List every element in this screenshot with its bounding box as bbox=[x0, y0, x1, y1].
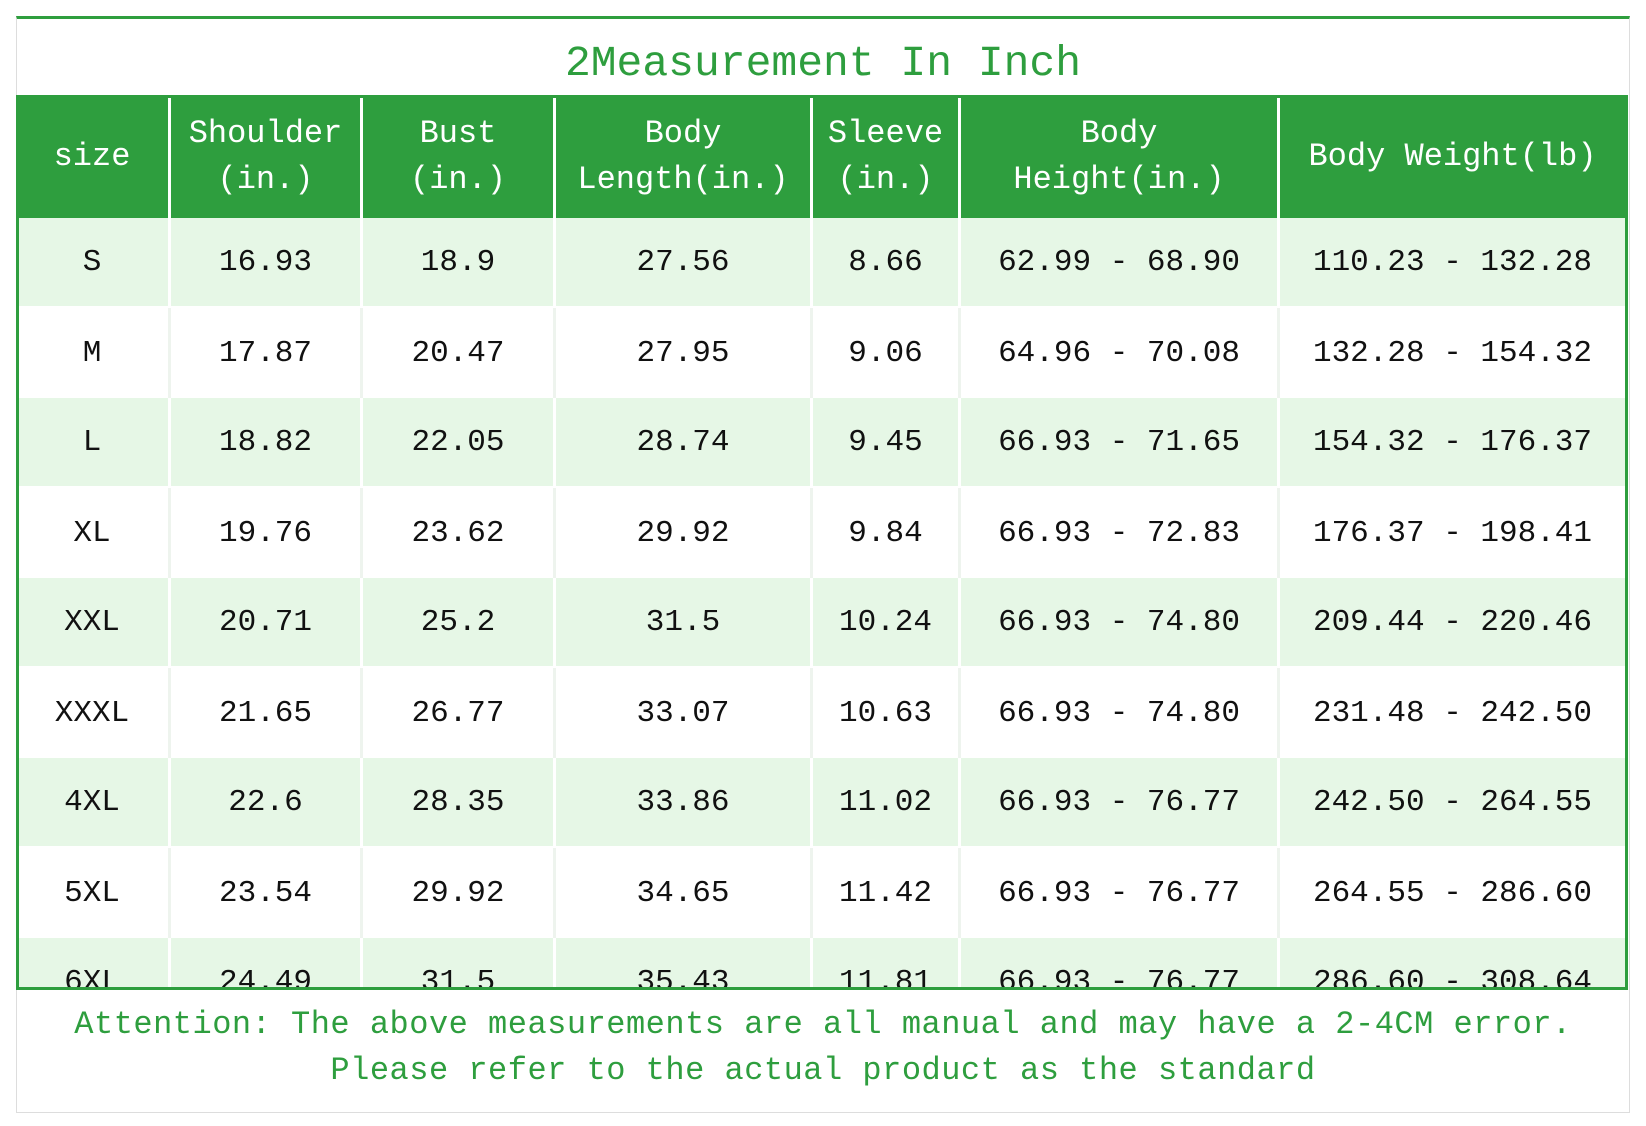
table-cell: 9.45 bbox=[813, 398, 961, 488]
table-cell: 66.93 - 71.65 bbox=[961, 398, 1280, 488]
table-cell: 66.93 - 76.77 bbox=[961, 938, 1280, 987]
table-cell: 31.5 bbox=[363, 938, 556, 987]
table-cell: 22.6 bbox=[171, 758, 363, 848]
table-cell: 286.60 - 308.64 bbox=[1280, 938, 1625, 987]
table-cell: 33.86 bbox=[556, 758, 813, 848]
table-cell: 176.37 - 198.41 bbox=[1280, 488, 1625, 578]
table-cell: 4XL bbox=[19, 758, 171, 848]
table-cell: 27.56 bbox=[556, 218, 813, 308]
footer-note: Attention: The above measurements are al… bbox=[74, 1006, 1572, 1043]
table-cell: 6XL bbox=[19, 938, 171, 987]
table-cell: 10.63 bbox=[813, 668, 961, 758]
table-cell: XL bbox=[19, 488, 171, 578]
table-cell: XXL bbox=[19, 578, 171, 668]
table-cell: 23.62 bbox=[363, 488, 556, 578]
table-cell: S bbox=[19, 218, 171, 308]
table-cell: 66.93 - 72.83 bbox=[961, 488, 1280, 578]
header-cell: Body Length(in.) bbox=[556, 98, 813, 218]
table-cell: 18.9 bbox=[363, 218, 556, 308]
title: 2Measurement In Inch bbox=[564, 39, 1082, 88]
table-cell: 132.28 - 154.32 bbox=[1280, 308, 1625, 398]
table-cell: 66.93 - 74.80 bbox=[961, 578, 1280, 668]
header-text: Sleeve bbox=[827, 114, 944, 152]
header-text: Shoulder bbox=[188, 114, 343, 152]
table-cell: 34.65 bbox=[556, 848, 813, 938]
header-cell: Shoulder (in.) bbox=[171, 98, 363, 218]
table-cell: 231.48 - 242.50 bbox=[1280, 668, 1625, 758]
table-cell: 25.2 bbox=[363, 578, 556, 668]
table-cell: 5XL bbox=[19, 848, 171, 938]
size-table: size Shoulder (in.) Bust (in.) Body Length(in.… bbox=[16, 95, 1628, 990]
table-cell: 62.99 - 68.90 bbox=[961, 218, 1280, 308]
header-cell: Sleeve (in.) bbox=[813, 98, 961, 218]
header-cell: size bbox=[19, 98, 171, 218]
table-cell: 35.43 bbox=[556, 938, 813, 987]
header-text: Height(in.) bbox=[1013, 160, 1225, 198]
header-cell: Bust (in.) bbox=[363, 98, 556, 218]
header-text: Body bbox=[1080, 114, 1158, 152]
table-cell: XXXL bbox=[19, 668, 171, 758]
table-cell: 64.96 - 70.08 bbox=[961, 308, 1280, 398]
header-text: Length(in.) bbox=[577, 160, 789, 198]
table-cell: 11.81 bbox=[813, 938, 961, 987]
table-cell: 242.50 - 264.55 bbox=[1280, 758, 1625, 848]
table-cell: 264.55 - 286.60 bbox=[1280, 848, 1625, 938]
header-cell: Body Height(in.) bbox=[961, 98, 1280, 218]
table-cell: 29.92 bbox=[363, 848, 556, 938]
table-cell: 110.23 - 132.28 bbox=[1280, 218, 1625, 308]
table-cell: 28.35 bbox=[363, 758, 556, 848]
footer-note: Please refer to the actual product as th… bbox=[330, 1052, 1316, 1089]
table-cell: 154.32 - 176.37 bbox=[1280, 398, 1625, 488]
header-cell: Body Weight(lb) bbox=[1280, 98, 1625, 218]
table-cell: 11.02 bbox=[813, 758, 961, 848]
table-cell: M bbox=[19, 308, 171, 398]
table-cell: 22.05 bbox=[363, 398, 556, 488]
header-text: (in.) bbox=[409, 160, 506, 198]
table-cell: 11.42 bbox=[813, 848, 961, 938]
table-cell: 66.93 - 74.80 bbox=[961, 668, 1280, 758]
header-text: size bbox=[53, 137, 131, 175]
table-cell: 66.93 - 76.77 bbox=[961, 758, 1280, 848]
table-cell: 16.93 bbox=[171, 218, 363, 308]
table-cell: 21.65 bbox=[171, 668, 363, 758]
header-text: (in.) bbox=[837, 160, 934, 198]
table-cell: 20.47 bbox=[363, 308, 556, 398]
table-cell: 18.82 bbox=[171, 398, 363, 488]
table-cell: 23.54 bbox=[171, 848, 363, 938]
table-cell: 17.87 bbox=[171, 308, 363, 398]
header-text: Body Weight(lb) bbox=[1308, 137, 1597, 175]
table-cell: 209.44 - 220.46 bbox=[1280, 578, 1625, 668]
table-cell: 20.71 bbox=[171, 578, 363, 668]
table-cell: L bbox=[19, 398, 171, 488]
table-cell: 33.07 bbox=[556, 668, 813, 758]
table-cell: 8.66 bbox=[813, 218, 961, 308]
header-text: (in.) bbox=[217, 160, 314, 198]
header-text: Bust bbox=[419, 114, 497, 152]
table-cell: 24.49 bbox=[171, 938, 363, 987]
table-cell: 27.95 bbox=[556, 308, 813, 398]
table-cell: 31.5 bbox=[556, 578, 813, 668]
table-cell: 19.76 bbox=[171, 488, 363, 578]
table-cell: 66.93 - 76.77 bbox=[961, 848, 1280, 938]
table-cell: 9.84 bbox=[813, 488, 961, 578]
table-cell: 26.77 bbox=[363, 668, 556, 758]
table-cell: 29.92 bbox=[556, 488, 813, 578]
header-text: Body bbox=[644, 114, 722, 152]
table-cell: 10.24 bbox=[813, 578, 961, 668]
table-cell: 9.06 bbox=[813, 308, 961, 398]
table-cell: 28.74 bbox=[556, 398, 813, 488]
